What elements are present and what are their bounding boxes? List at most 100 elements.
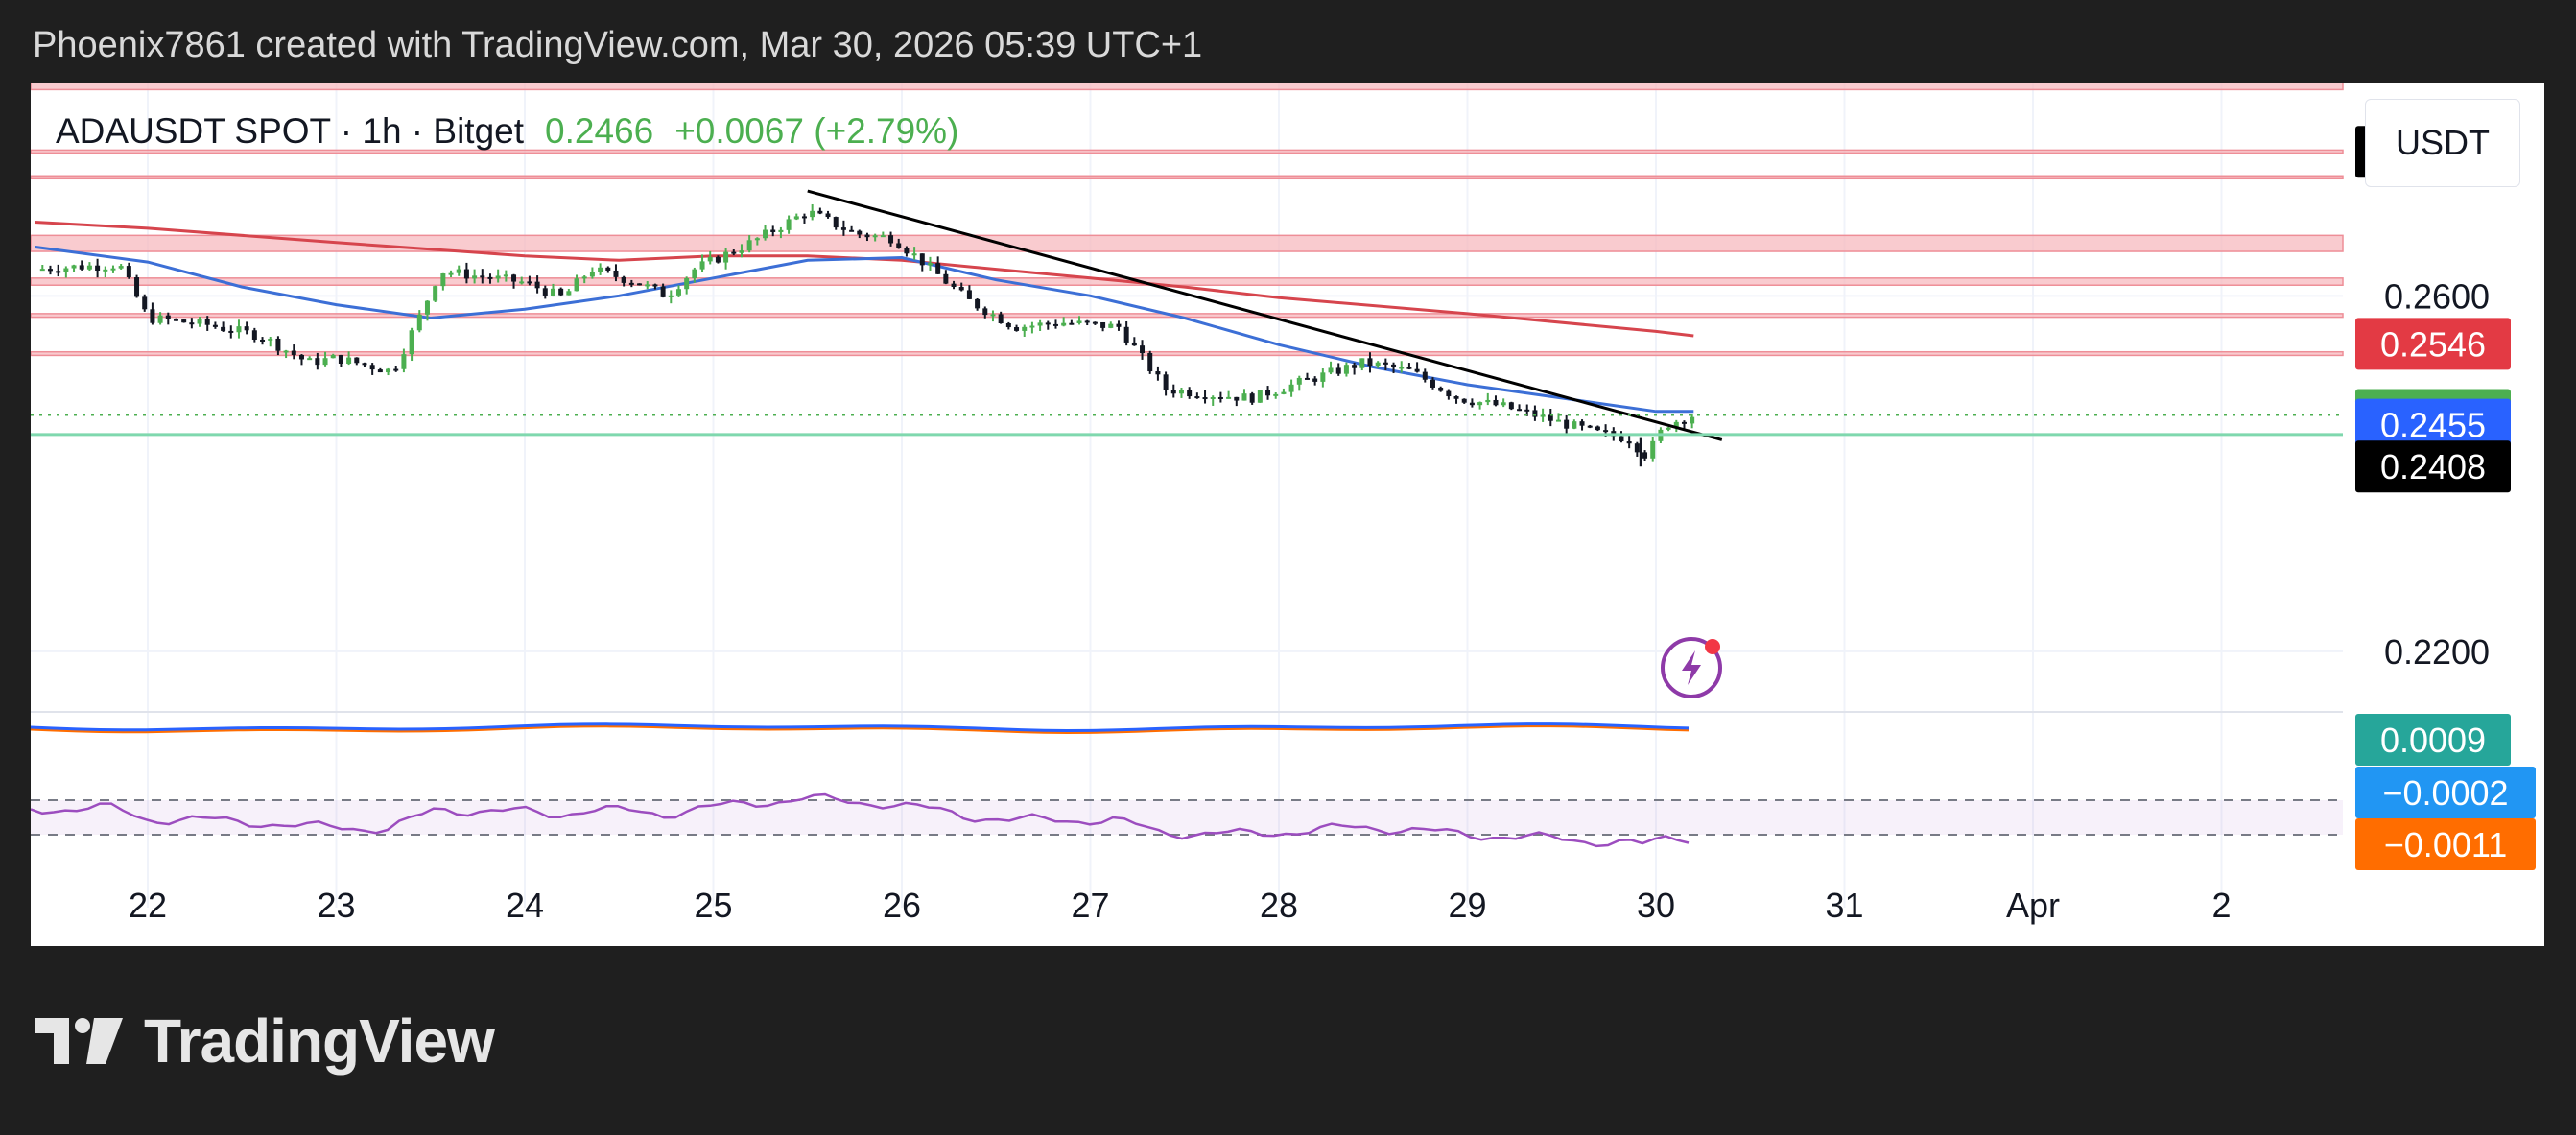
candle-body (519, 281, 525, 284)
candle-body (1014, 327, 1020, 331)
candle-body (527, 281, 532, 284)
candle-body (1673, 421, 1679, 428)
chart-panel[interactable]: 0.26000.22000.27620.25460.246620:490.245… (31, 83, 2544, 946)
candle-body (1399, 367, 1405, 369)
rsi-line (31, 792, 1690, 848)
symbol-label: ADAUSDT SPOT · 1h · Bitget (56, 111, 525, 151)
candle-body (723, 251, 729, 263)
candle-body (1022, 326, 1028, 331)
candle-body (1187, 390, 1193, 397)
candle-body (1681, 421, 1687, 424)
candle-body (857, 230, 863, 235)
candle-body (1029, 325, 1035, 328)
candle-body (480, 275, 485, 278)
candle-body (1367, 358, 1373, 367)
candle-body (134, 277, 140, 297)
candle-body (1642, 452, 1648, 459)
candle-body (487, 276, 493, 279)
candle-body (660, 286, 666, 297)
candle-body (1320, 372, 1326, 382)
resistance-zone (31, 83, 2344, 91)
candle-body (1045, 322, 1051, 325)
candle-body (244, 326, 249, 331)
candle-body (79, 265, 84, 270)
candle-body (840, 227, 846, 230)
price-label: 0.2546 (2380, 324, 2486, 364)
candle-body (975, 298, 981, 309)
price-chart[interactable]: 0.26000.22000.27620.25460.246620:490.245… (31, 83, 2544, 946)
candle-body (291, 350, 296, 355)
candle-body (228, 330, 234, 333)
currency-unit-button[interactable]: USDT (2365, 99, 2520, 187)
candle-body (1619, 436, 1624, 442)
candle-body (165, 315, 171, 319)
candle-body (786, 219, 792, 230)
candle-body (463, 269, 469, 279)
candle-body (637, 283, 643, 286)
candle-body (189, 322, 195, 325)
indicator-label-bg (2355, 818, 2536, 870)
candle-body (1477, 402, 1483, 406)
candle-body (550, 288, 555, 296)
candle-body (1131, 342, 1137, 346)
candle-body (589, 272, 595, 277)
candle-body (793, 216, 799, 220)
candle-body (778, 229, 784, 232)
tradingview-wordmark: TradingView (144, 1006, 495, 1076)
candle-body (63, 268, 69, 272)
candle-body (1061, 322, 1067, 326)
candle-body (251, 330, 257, 340)
candle-body (1194, 396, 1200, 399)
candle-body (731, 251, 737, 254)
x-tick-label: 29 (1448, 886, 1486, 925)
candle-body (126, 266, 131, 278)
tradingview-logo[interactable]: TradingView (35, 1005, 495, 1076)
candle-body (880, 235, 886, 238)
candle-body (1587, 425, 1593, 428)
candle-body (71, 265, 77, 269)
candle-body (1076, 320, 1082, 323)
candle-body (1414, 368, 1420, 372)
candle-body (338, 355, 343, 365)
candle-body (511, 274, 517, 282)
x-tick-label: 25 (694, 886, 732, 925)
candle-body (1430, 379, 1435, 388)
candle-body (1422, 371, 1428, 380)
candle-body (1524, 409, 1530, 412)
candle-body (1241, 393, 1247, 401)
y-tick-label: 0.2600 (2384, 276, 2490, 316)
candle-body (1406, 367, 1412, 369)
candle-body (598, 267, 603, 272)
candle-body (1178, 390, 1184, 394)
chart-attribution: Phoenix7861 created with TradingView.com… (33, 25, 1203, 65)
candle-body (56, 271, 61, 273)
candle-body (354, 357, 360, 364)
candle-body (833, 217, 839, 228)
candle-body (283, 350, 289, 353)
candle-body (699, 261, 705, 270)
x-tick-label: 26 (883, 886, 921, 925)
candle-body (566, 291, 572, 296)
candle-body (424, 300, 430, 315)
candle-body (817, 210, 823, 214)
indicator-label: −0.0002 (2382, 773, 2508, 813)
x-tick-label: 28 (1260, 886, 1298, 925)
candle-body (330, 355, 336, 359)
candle-body (581, 276, 587, 279)
candle-body (95, 265, 101, 272)
trendline (807, 189, 1723, 441)
candle-body (675, 289, 681, 296)
candle-body (1493, 399, 1499, 406)
candle-body (754, 238, 760, 241)
candle-body (298, 354, 304, 360)
candle-body (1202, 397, 1208, 400)
candle-body (315, 358, 320, 366)
indicator-label-bg (2355, 714, 2511, 766)
candle-body (307, 358, 313, 361)
candle-body (197, 319, 202, 324)
candle-body (456, 269, 461, 273)
candle-body (1249, 393, 1255, 403)
candle-body (369, 365, 375, 370)
candle-body (1037, 322, 1043, 326)
alert-icon[interactable] (1661, 637, 1722, 698)
